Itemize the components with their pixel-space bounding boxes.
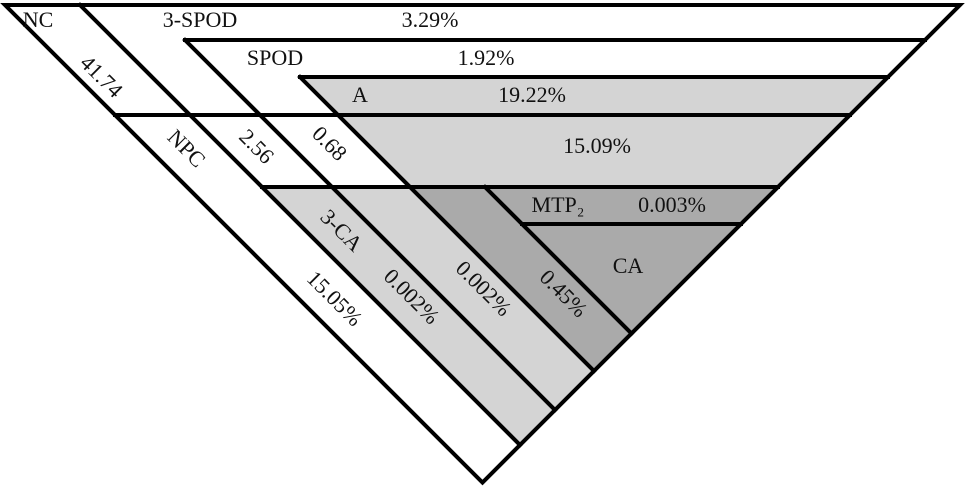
divider (297, 74, 597, 374)
label: NPC (163, 124, 211, 172)
dark-region (410, 187, 778, 371)
label: 1.92% (458, 45, 515, 70)
label: 15.09% (563, 133, 631, 158)
label: 0.68 (307, 121, 352, 166)
light-region (300, 77, 888, 187)
label: 3-SPOD (163, 7, 238, 32)
label: 19.22% (498, 82, 566, 107)
label: 2.56 (234, 124, 279, 169)
label: CA (613, 253, 644, 278)
light-region (262, 187, 594, 445)
label: NC (23, 7, 54, 32)
label: A (352, 82, 368, 107)
label: 41.74 (75, 50, 128, 103)
divider (482, 184, 635, 337)
divider (182, 37, 558, 413)
label: MTP₂ (532, 192, 585, 217)
label: SPOD (247, 45, 303, 70)
divider (77, 2, 523, 448)
label: 3.29% (402, 7, 459, 32)
label: 0.003% (638, 192, 706, 217)
